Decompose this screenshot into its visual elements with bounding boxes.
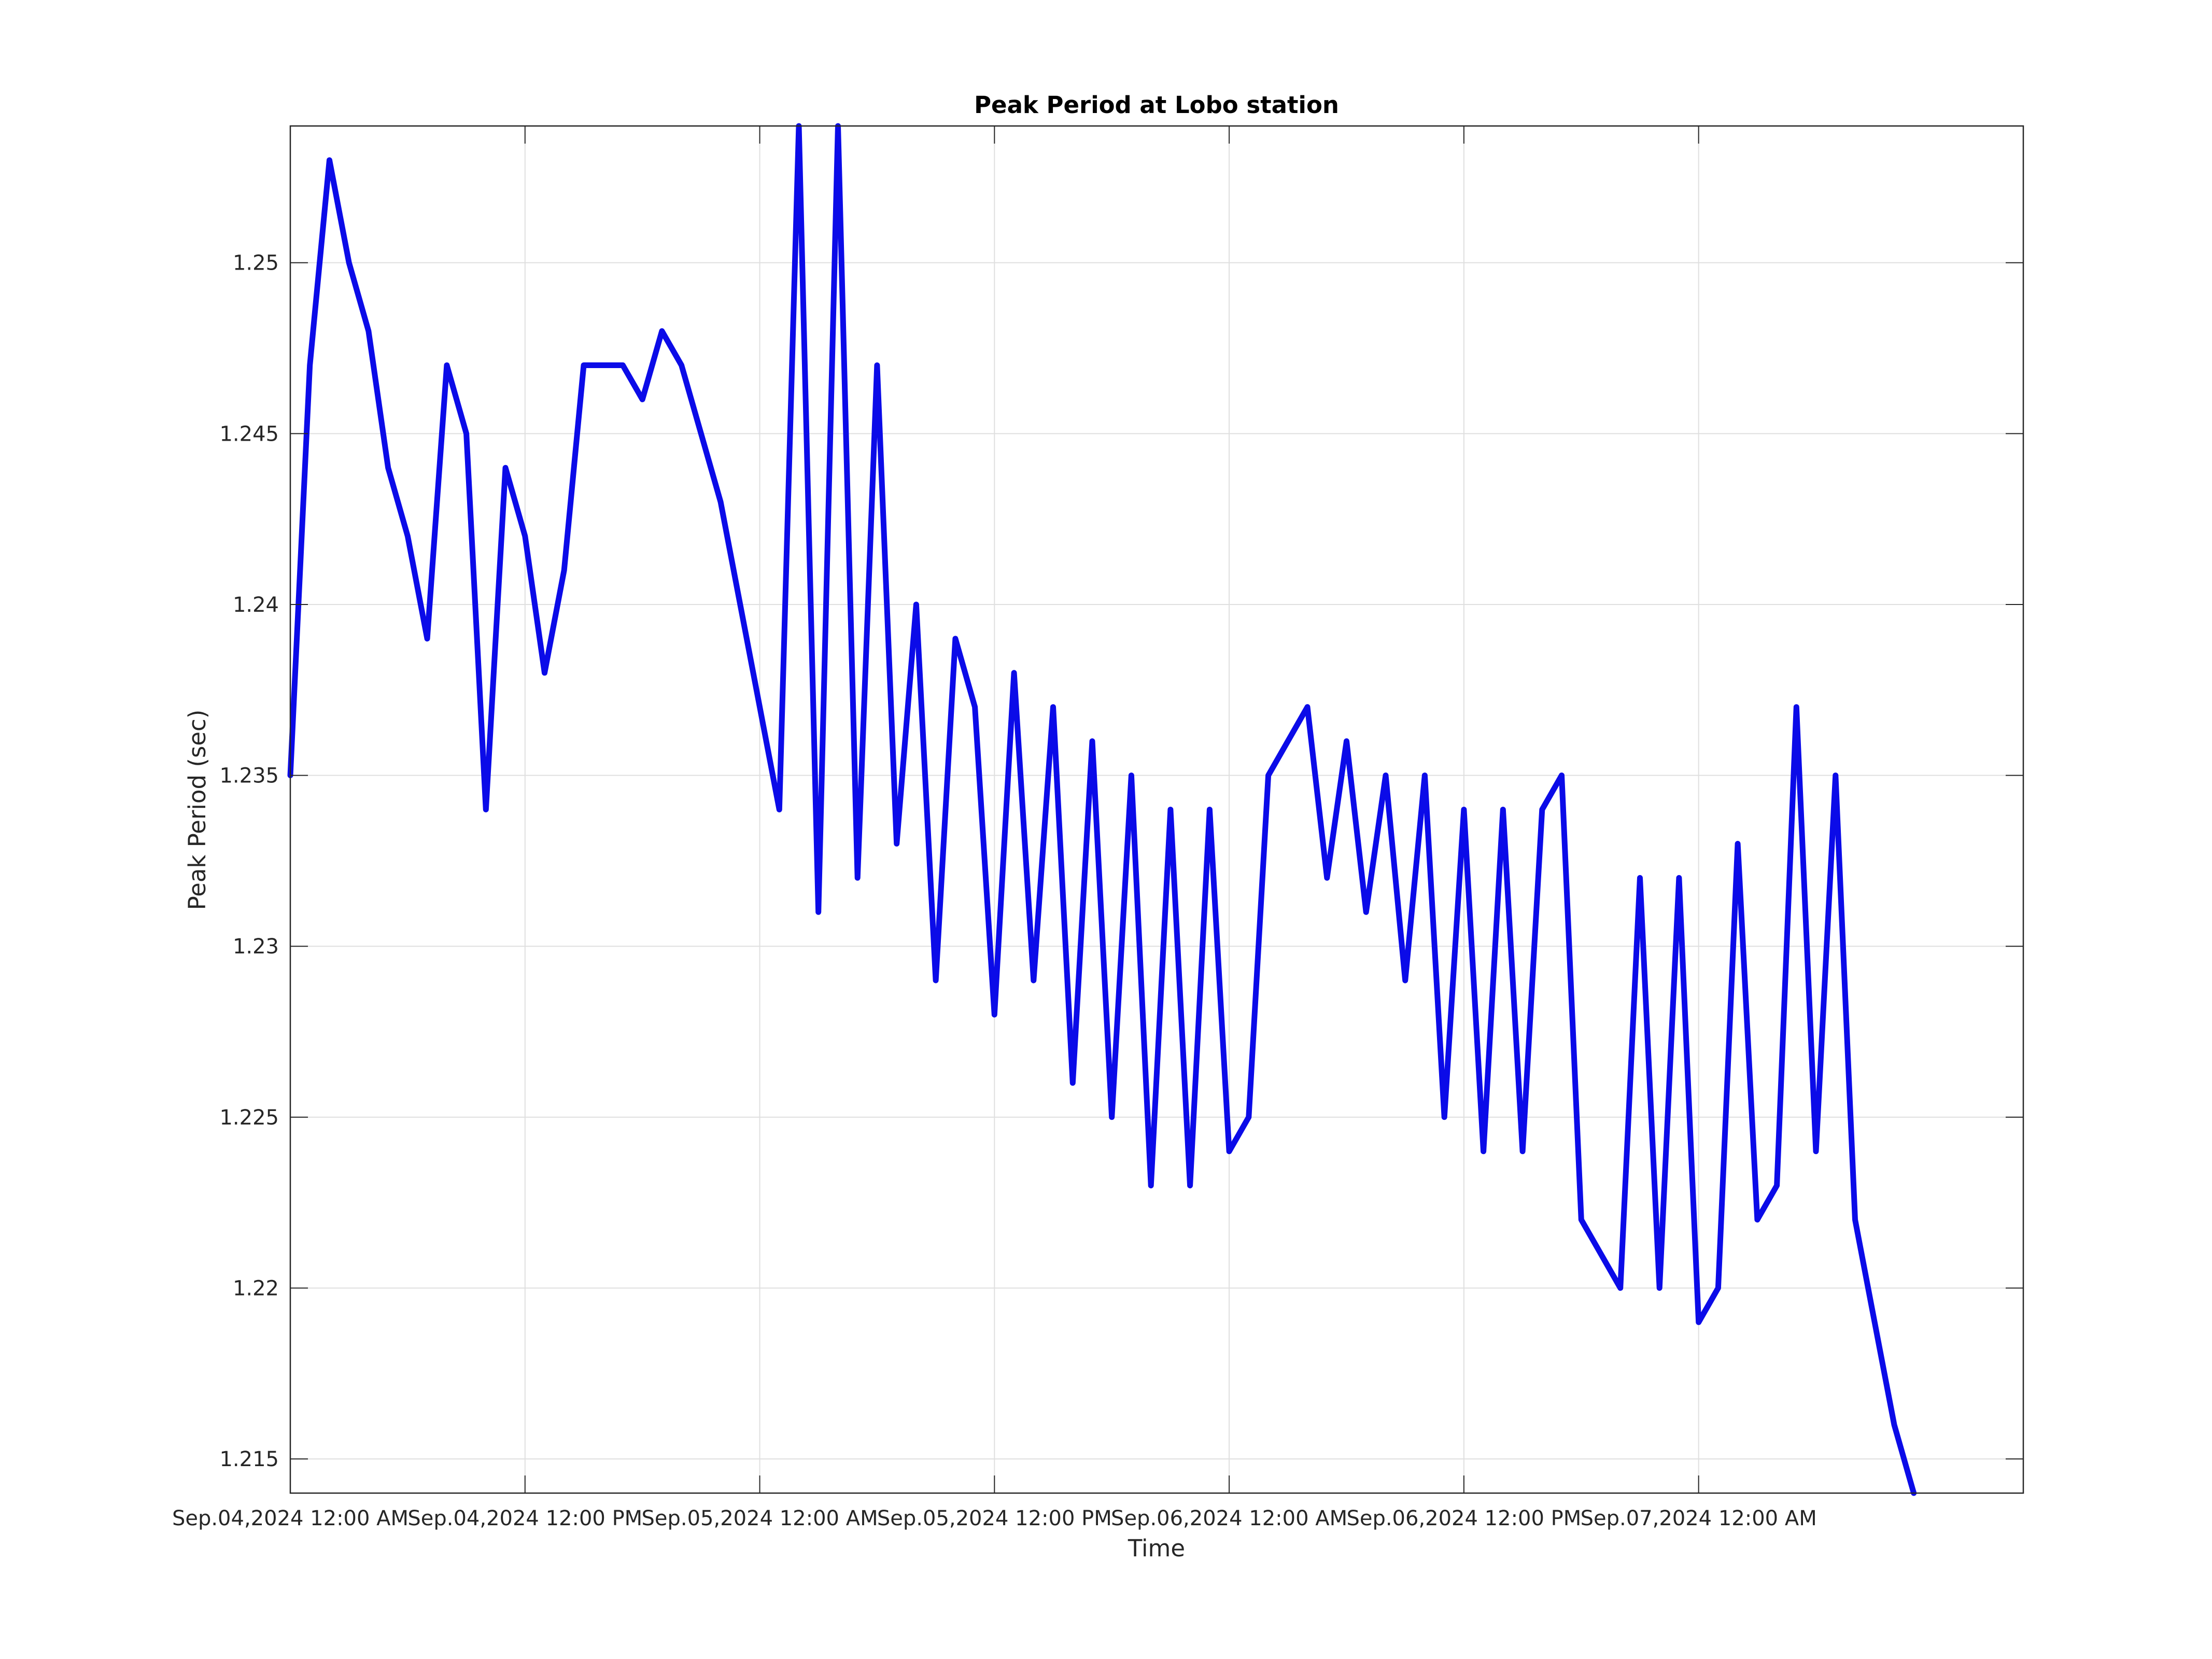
x-tick-label: Sep.05,2024 12:00 AM <box>642 1507 878 1530</box>
x-tick-label: Sep.07,2024 12:00 AM <box>1581 1507 1817 1530</box>
chart-title: Peak Period at Lobo station <box>974 91 1339 119</box>
x-tick-label: Sep.04,2024 12:00 PM <box>407 1507 642 1530</box>
series-layer <box>287 123 1917 1496</box>
y-tick-label: 1.225 <box>219 1106 279 1130</box>
y-tick-label: 1.22 <box>233 1276 279 1300</box>
x-tick-label: Sep.05,2024 12:00 PM <box>877 1507 1112 1530</box>
x-tick-label: Sep.06,2024 12:00 PM <box>1346 1507 1581 1530</box>
plot-area-frame <box>289 125 2024 1494</box>
series-line-0 <box>287 123 1917 1496</box>
y-axis-label: Peak Period (sec) <box>184 710 211 910</box>
y-tick-label: 1.24 <box>233 593 279 617</box>
x-tick-label: Sep.06,2024 12:00 AM <box>1111 1507 1347 1530</box>
y-tick-label: 1.215 <box>219 1447 279 1471</box>
y-tick-label: 1.25 <box>233 251 279 275</box>
y-tick-label: 1.235 <box>219 764 279 788</box>
y-tick-label: 1.23 <box>233 935 279 959</box>
x-axis-label: Time <box>1128 1535 1185 1562</box>
y-tick-label: 1.245 <box>219 422 279 446</box>
x-tick-label: Sep.04,2024 12:00 AM <box>172 1507 408 1530</box>
